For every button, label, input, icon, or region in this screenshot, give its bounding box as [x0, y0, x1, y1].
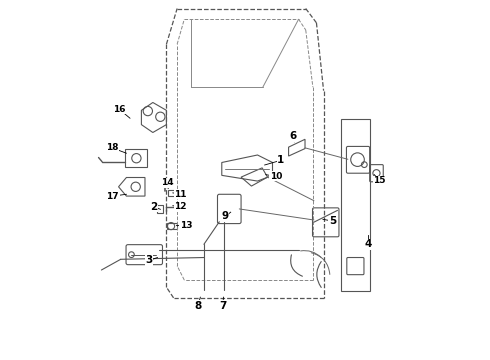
Text: 1: 1: [277, 156, 284, 165]
Bar: [168, 223, 177, 229]
Text: 16: 16: [113, 105, 125, 114]
Text: 14: 14: [161, 178, 174, 187]
Text: 11: 11: [174, 190, 187, 199]
Text: 6: 6: [290, 131, 297, 141]
Bar: [341, 119, 370, 292]
Text: 2: 2: [150, 202, 157, 212]
Bar: [157, 205, 163, 213]
Text: 15: 15: [373, 176, 386, 185]
Text: 18: 18: [106, 143, 119, 152]
Bar: [125, 149, 147, 167]
Text: 10: 10: [270, 172, 282, 181]
Text: 4: 4: [365, 239, 372, 249]
Text: 7: 7: [219, 301, 226, 311]
Text: 3: 3: [146, 255, 153, 265]
Text: 5: 5: [329, 216, 336, 226]
Text: 9: 9: [222, 211, 229, 221]
Text: 13: 13: [180, 221, 192, 230]
Text: 12: 12: [174, 202, 187, 211]
Bar: [168, 190, 177, 197]
Text: 8: 8: [194, 301, 201, 311]
Text: 17: 17: [106, 192, 119, 201]
